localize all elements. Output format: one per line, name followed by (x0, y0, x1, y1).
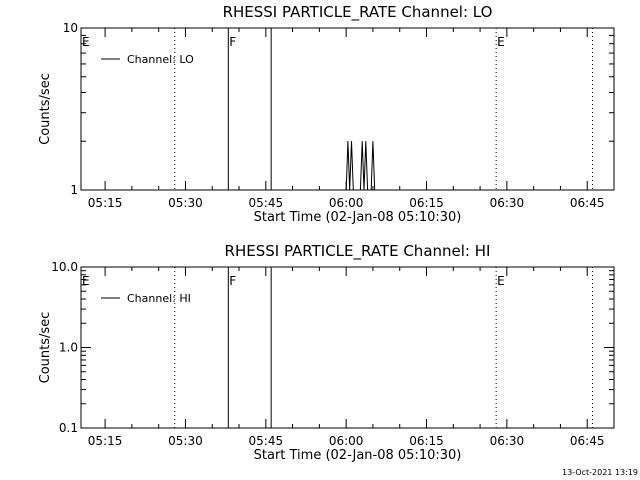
y-tick-label: 0.1 (59, 421, 78, 435)
legend-label: Channel: LO (127, 53, 194, 66)
series-line (345, 141, 376, 191)
x-tick-label: 05:45 (249, 196, 284, 210)
x-tick-label: 05:45 (249, 434, 284, 448)
x-tick-label: 05:15 (88, 434, 123, 448)
y-axis-label: Counts/sec (38, 312, 53, 384)
hi-channel-panel: RHESSI PARTICLE_RATE Channel: HI 0.1 1.0 10… (38, 242, 615, 463)
plot-timestamp: 13-Oct-2021 13:19 (562, 468, 638, 477)
event-marker-label: F (229, 274, 236, 288)
chart-title: RHESSI PARTICLE_RATE Channel: LO (223, 3, 493, 22)
y-tick-label: 10.0 (51, 260, 78, 274)
event-marker-label: E (497, 35, 505, 49)
lo-channel-panel: RHESSI PARTICLE_RATE Channel: LO 1 10 05:15… (38, 3, 615, 225)
x-tick-label: 06:30 (490, 434, 525, 448)
y-axis-label: Counts/sec (38, 73, 53, 145)
x-tick-label: 06:00 (329, 434, 364, 448)
y-tick-label: 1 (70, 183, 78, 197)
event-marker-label: E (497, 274, 505, 288)
x-tick-label: 06:15 (409, 434, 444, 448)
x-tick-label: 06:15 (409, 196, 444, 210)
y-tick-label: 1.0 (59, 341, 78, 355)
x-tick-label: 06:45 (570, 196, 605, 210)
plot-frame (80, 27, 615, 191)
event-marker-label: F (229, 35, 236, 49)
chart-title: RHESSI PARTICLE_RATE Channel: HI (225, 242, 491, 261)
legend-label: Channel: HI (127, 292, 191, 305)
x-tick-label: 06:45 (570, 434, 605, 448)
x-tick-label: 05:30 (168, 196, 203, 210)
x-tick-label: 05:30 (168, 434, 203, 448)
x-tick-label: 05:15 (88, 196, 123, 210)
x-axis-label: Start Time (02-Jan-08 05:10:30) (254, 210, 462, 225)
start-marker-label: E (82, 274, 90, 288)
start-marker-label: E (82, 35, 90, 49)
x-tick-label: 06:00 (329, 196, 364, 210)
x-axis-label: Start Time (02-Jan-08 05:10:30) (254, 448, 462, 463)
y-tick-label: 10 (63, 21, 78, 35)
x-tick-label: 06:30 (490, 196, 525, 210)
